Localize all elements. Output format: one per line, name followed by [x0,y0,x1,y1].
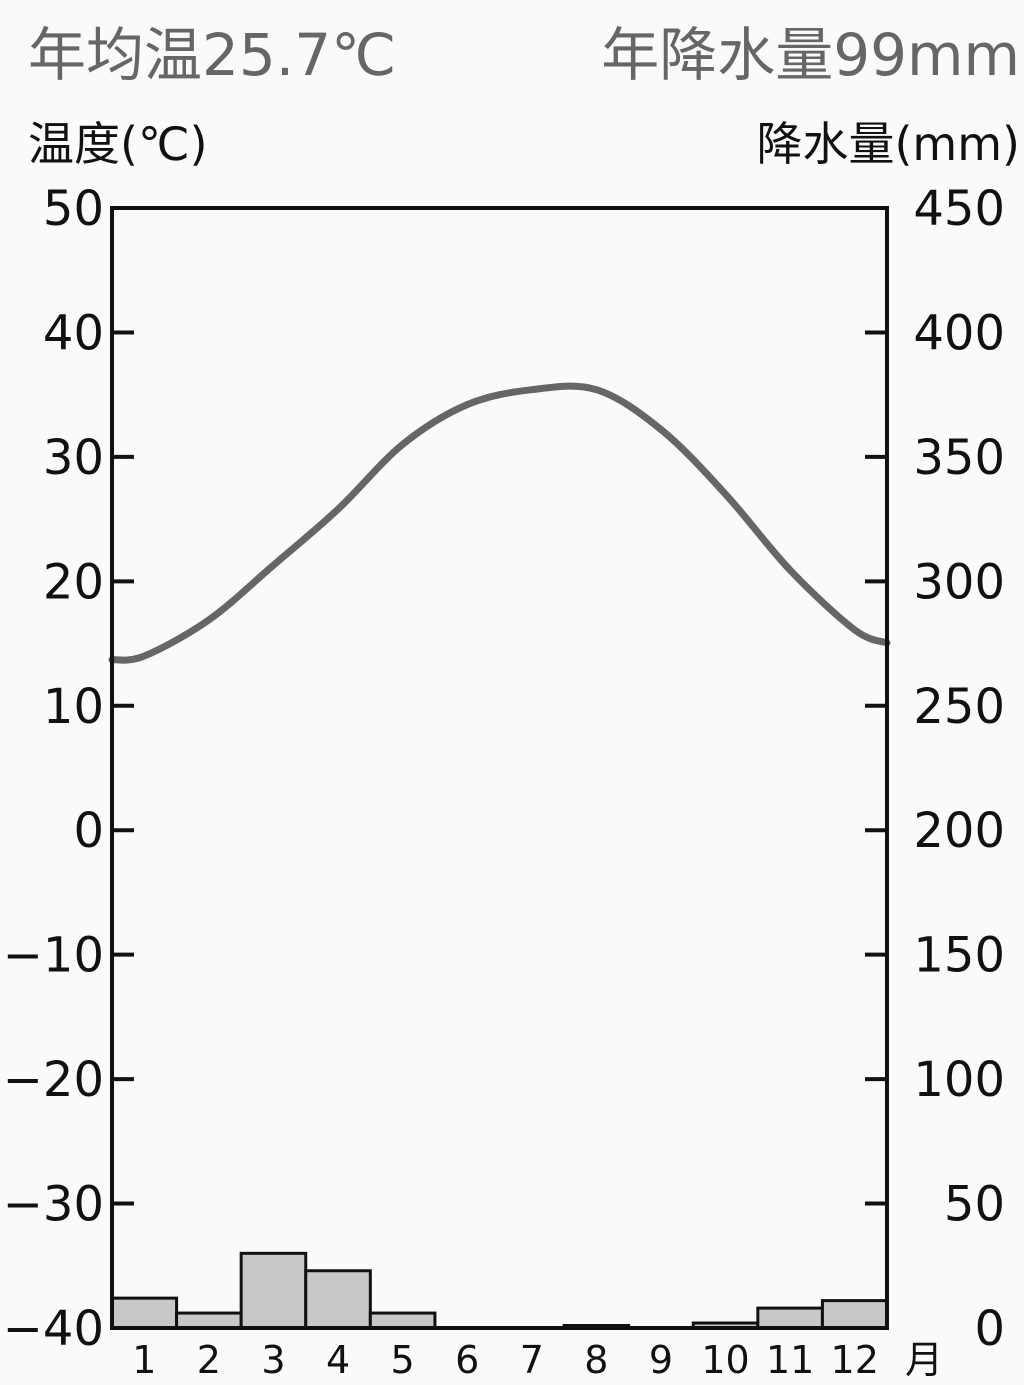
left-tick-label: 30 [43,430,104,486]
right-tick-label: 400 [913,305,1005,361]
left-tick-label: −30 [3,1177,104,1233]
right-tick-label: 50 [944,1177,1005,1233]
left-tick-label: 0 [73,803,104,859]
left-tick-label: −40 [3,1301,104,1357]
precipitation-bar [756,1306,824,1330]
right-tick-label: 150 [913,928,1005,984]
plot-frame [110,206,889,1330]
month-tick-label: 4 [326,1338,350,1382]
left-tick-label: −20 [3,1052,104,1108]
month-tick-label: 9 [649,1338,673,1382]
left-tick-label: 40 [43,305,104,361]
month-tick-label: 5 [391,1338,415,1382]
right-tick-label: 200 [913,803,1005,859]
right-tick-label: 450 [913,181,1005,237]
right-tick-label: 0 [974,1301,1005,1357]
month-tick-label: 3 [261,1338,285,1382]
right-axis-label: 降水量(mm) [756,117,1020,171]
left-tick-label: 50 [43,181,104,237]
month-tick-label: 8 [584,1338,608,1382]
left-tick-label: 20 [43,554,104,610]
precipitation-bar [175,1311,243,1330]
precipitation-bar [304,1269,372,1330]
right-tick-label: 100 [913,1052,1005,1108]
temperature-line [108,382,891,664]
left-tick-label: 10 [43,679,104,735]
annual-precipitation: 年降水量99mm [601,21,1020,89]
month-tick-label: 11 [766,1338,814,1382]
precipitation-bar [820,1299,889,1330]
left-axis-label: 温度(℃) [28,117,208,171]
right-tick-label: 300 [913,554,1005,610]
month-tick-label: 7 [520,1338,544,1382]
precipitation-bar [110,1296,179,1330]
month-tick-label: 1 [132,1338,156,1382]
precipitation-bar [368,1311,437,1330]
right-tick-label: 350 [913,430,1005,486]
x-axis-label: 月 [905,1338,943,1382]
right-tick-label: 250 [913,679,1005,735]
annual-mean-temperature: 年均温25.7℃ [28,21,396,89]
month-tick-label: 10 [701,1338,749,1382]
month-tick-label: 2 [197,1338,221,1382]
month-tick-label: 12 [831,1338,879,1382]
left-tick-label: −10 [3,928,104,984]
precipitation-bar [239,1251,308,1330]
month-tick-label: 6 [455,1338,479,1382]
